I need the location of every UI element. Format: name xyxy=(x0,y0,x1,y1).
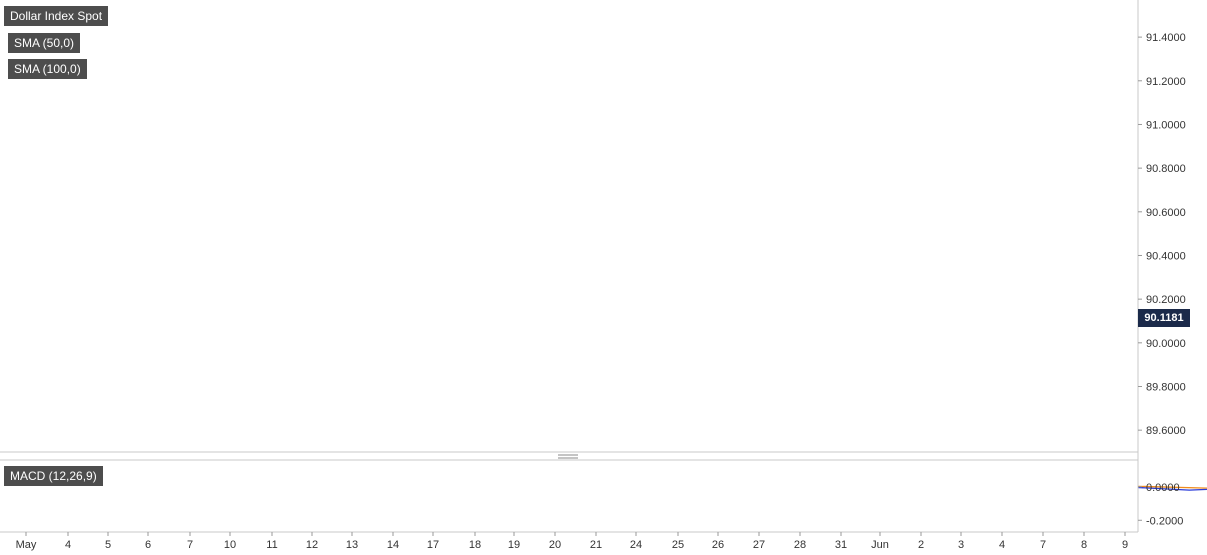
macd-title: MACD (12,26,9) xyxy=(4,466,103,486)
y-tick-label: 90.2000 xyxy=(1146,294,1186,306)
y-tick-label: 90.8000 xyxy=(1146,163,1186,175)
x-tick-label: 19 xyxy=(508,539,520,551)
x-tick-label: 10 xyxy=(224,539,236,551)
x-tick-label: Jun xyxy=(871,539,889,551)
x-tick-label: 26 xyxy=(712,539,724,551)
y-tick-label: 91.4000 xyxy=(1146,32,1186,44)
x-tick-label: 6 xyxy=(145,539,151,551)
x-tick-label: 20 xyxy=(549,539,561,551)
x-tick-label: 4 xyxy=(65,539,71,551)
macd-y-tick-label: 0.0000 xyxy=(1146,482,1180,494)
macd-y-tick-label: -0.2000 xyxy=(1146,515,1183,527)
x-tick-label: 9 xyxy=(1122,539,1128,551)
x-tick-label: 2 xyxy=(918,539,924,551)
x-tick-label: 4 xyxy=(999,539,1005,551)
x-tick-label: 13 xyxy=(346,539,358,551)
x-tick-label: 18 xyxy=(469,539,481,551)
axes: 91.4000 91.2000 91.0000 90.8000 90.6000 90.40… xyxy=(0,0,1186,551)
y-tick-label: 91.2000 xyxy=(1146,76,1186,88)
y-tick-label: 91.0000 xyxy=(1146,119,1186,131)
x-tick-label: 11 xyxy=(266,539,277,551)
x-tick-label: 31 xyxy=(835,539,847,551)
y-tick-label: 90.4000 xyxy=(1146,250,1186,262)
y-tick-label: 89.8000 xyxy=(1146,381,1186,393)
last-price-badge: 90.1181 xyxy=(1138,309,1190,327)
macd-pane-bg xyxy=(0,460,1138,532)
x-tick-label: May xyxy=(16,539,37,551)
x-tick-label: 7 xyxy=(187,539,193,551)
y-tick-label: 90.0000 xyxy=(1146,338,1186,350)
sma100-legend: SMA (100,0) xyxy=(8,59,87,79)
x-tick-label: 7 xyxy=(1040,539,1046,551)
x-tick-label: 17 xyxy=(427,539,439,551)
x-tick-label: 25 xyxy=(672,539,684,551)
x-tick-label: 28 xyxy=(794,539,806,551)
x-tick-label: 14 xyxy=(387,539,399,551)
chart-title: Dollar Index Spot xyxy=(4,6,109,26)
x-tick-label: 5 xyxy=(105,539,111,551)
x-tick-label: 21 xyxy=(590,539,602,551)
x-tick-label: 27 xyxy=(753,539,765,551)
y-tick-label: 90.6000 xyxy=(1146,207,1186,219)
x-tick-label: 12 xyxy=(306,539,318,551)
x-tick-label: 3 xyxy=(958,539,964,551)
y-tick-label: 89.6000 xyxy=(1146,425,1186,437)
price-pane-bg xyxy=(0,0,1138,452)
x-tick-label: 8 xyxy=(1081,539,1087,551)
sma50-legend: SMA (50,0) xyxy=(8,33,81,53)
x-tick-label: 24 xyxy=(630,539,642,551)
